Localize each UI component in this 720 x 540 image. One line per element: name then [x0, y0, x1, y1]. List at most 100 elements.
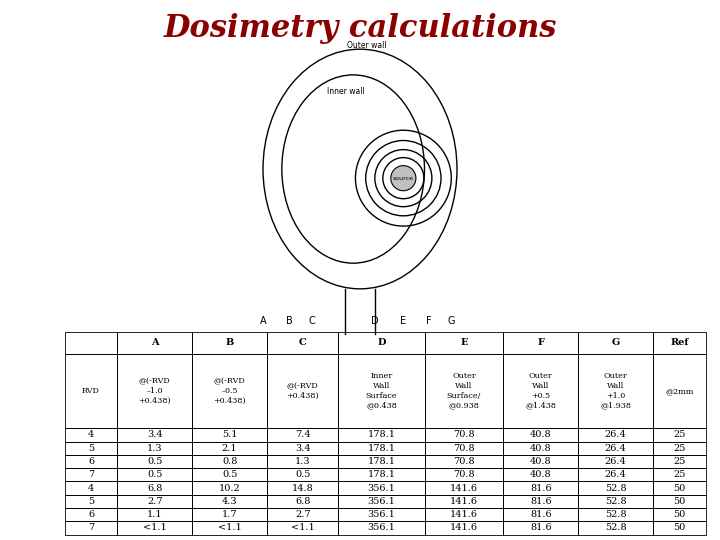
Bar: [653, 455, 706, 468]
Bar: [425, 332, 503, 354]
Text: 25: 25: [673, 430, 685, 440]
Bar: [117, 455, 192, 468]
Bar: [425, 482, 503, 495]
Text: source: source: [393, 176, 414, 181]
Bar: [117, 495, 192, 508]
Bar: [425, 455, 503, 468]
Text: B: B: [286, 316, 292, 326]
Bar: [503, 354, 578, 428]
Bar: [653, 442, 706, 455]
Bar: [192, 354, 267, 428]
Bar: [653, 508, 706, 521]
Bar: [653, 468, 706, 482]
Bar: [192, 468, 267, 482]
Bar: [653, 482, 706, 495]
Text: 6.8: 6.8: [147, 483, 163, 492]
Text: C: C: [309, 316, 315, 326]
Bar: [117, 508, 192, 521]
Text: G: G: [611, 339, 620, 347]
Text: <1.1: <1.1: [291, 523, 315, 532]
Bar: [653, 428, 706, 442]
Text: 3.4: 3.4: [147, 430, 163, 440]
Bar: [338, 455, 425, 468]
Text: @2mm: @2mm: [665, 387, 693, 395]
Text: @(-RVD
–0.5
+0.438): @(-RVD –0.5 +0.438): [213, 377, 246, 404]
Bar: [578, 455, 653, 468]
Text: 70.8: 70.8: [453, 457, 474, 466]
Text: <1.1: <1.1: [218, 523, 241, 532]
Text: Outer wall: Outer wall: [347, 41, 387, 50]
Text: 1.7: 1.7: [222, 510, 238, 519]
Text: 178.1: 178.1: [367, 444, 395, 453]
Text: 50: 50: [673, 523, 685, 532]
Bar: [425, 428, 503, 442]
Bar: [267, 455, 338, 468]
Bar: [578, 442, 653, 455]
Text: 25: 25: [673, 457, 685, 466]
Text: 40.8: 40.8: [530, 457, 552, 466]
Text: 1.3: 1.3: [295, 457, 310, 466]
Bar: [653, 521, 706, 535]
Text: 40.8: 40.8: [530, 444, 552, 453]
Text: D: D: [377, 339, 386, 347]
Bar: [503, 521, 578, 535]
Text: 6: 6: [88, 457, 94, 466]
Text: 70.8: 70.8: [453, 430, 474, 440]
Text: 356.1: 356.1: [367, 523, 395, 532]
Text: 81.6: 81.6: [530, 497, 552, 506]
Bar: [117, 521, 192, 535]
Bar: [267, 495, 338, 508]
Text: 178.1: 178.1: [367, 457, 395, 466]
Text: 50: 50: [673, 497, 685, 506]
Text: 50: 50: [673, 510, 685, 519]
Bar: [117, 442, 192, 455]
Bar: [338, 468, 425, 482]
Text: 356.1: 356.1: [367, 497, 395, 506]
Bar: [578, 468, 653, 482]
Text: E: E: [400, 316, 406, 326]
Text: 25: 25: [673, 444, 685, 453]
Text: Inner wall: Inner wall: [328, 87, 365, 96]
Bar: [425, 521, 503, 535]
Bar: [578, 495, 653, 508]
Text: 52.8: 52.8: [605, 497, 626, 506]
Text: 4: 4: [88, 430, 94, 440]
Text: 26.4: 26.4: [605, 430, 626, 440]
Text: 7.4: 7.4: [295, 430, 310, 440]
Bar: [117, 332, 192, 354]
Text: F: F: [426, 316, 431, 326]
Bar: [503, 468, 578, 482]
Text: 14.8: 14.8: [292, 483, 314, 492]
Text: 4: 4: [88, 483, 94, 492]
Text: 2.1: 2.1: [222, 444, 238, 453]
Text: 0.5: 0.5: [147, 457, 163, 466]
Text: 7: 7: [88, 523, 94, 532]
Bar: [65, 428, 117, 442]
Bar: [65, 442, 117, 455]
Bar: [578, 354, 653, 428]
Text: 81.6: 81.6: [530, 523, 552, 532]
Text: A: A: [260, 316, 266, 326]
Bar: [653, 495, 706, 508]
Text: 141.6: 141.6: [450, 497, 478, 506]
Bar: [578, 482, 653, 495]
Bar: [653, 354, 706, 428]
Text: 141.6: 141.6: [450, 523, 478, 532]
Text: C: C: [299, 339, 307, 347]
Text: <1.1: <1.1: [143, 523, 166, 532]
Bar: [117, 468, 192, 482]
Text: 52.8: 52.8: [605, 523, 626, 532]
Text: 70.8: 70.8: [453, 470, 474, 480]
Text: 1.1: 1.1: [147, 510, 163, 519]
Bar: [267, 468, 338, 482]
Bar: [503, 332, 578, 354]
Bar: [653, 332, 706, 354]
Bar: [65, 508, 117, 521]
Bar: [425, 442, 503, 455]
Text: 25: 25: [673, 470, 685, 480]
Text: CRT: CRT: [9, 510, 52, 529]
Bar: [338, 442, 425, 455]
Bar: [338, 508, 425, 521]
Bar: [338, 332, 425, 354]
Bar: [267, 521, 338, 535]
